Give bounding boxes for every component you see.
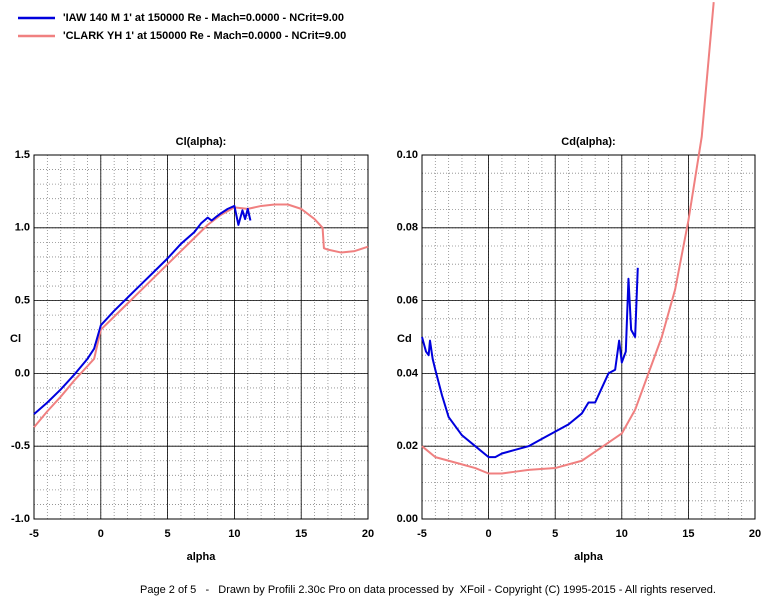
x-tick-label: 10	[228, 528, 240, 540]
y-tick-label: 0.0	[15, 367, 30, 379]
x-tick-label: -5	[417, 528, 427, 540]
series-line	[33, 204, 252, 415]
plot-frame	[421, 154, 756, 520]
x-axis-label: alpha	[574, 551, 604, 563]
x-tick-label: 10	[616, 528, 628, 540]
chart-title: Cd(alpha):	[561, 136, 615, 148]
y-tick-label: 1.0	[15, 222, 30, 234]
plot-frame	[33, 154, 369, 520]
legend-label: 'CLARK YH 1' at 150000 Re - Mach=0.0000 …	[63, 30, 346, 42]
y-axis-label: Cd	[397, 333, 412, 345]
series-line	[421, 2, 715, 475]
x-tick-label: 20	[362, 528, 374, 540]
x-tick-label: 0	[486, 528, 492, 540]
x-tick-label: 20	[749, 528, 761, 540]
y-tick-label: 0.02	[397, 440, 418, 452]
series-line	[33, 203, 369, 428]
y-tick-label: 0.04	[397, 367, 419, 379]
y-tick-label: -0.5	[11, 440, 30, 452]
x-tick-label: 15	[295, 528, 307, 540]
y-tick-label: 0.08	[397, 222, 418, 234]
series-line	[421, 267, 639, 459]
x-tick-label: 15	[682, 528, 694, 540]
y-tick-label: -1.0	[11, 513, 30, 525]
chart-title: Cl(alpha):	[176, 136, 227, 148]
y-tick-label: 0.5	[15, 295, 30, 307]
y-tick-label: 0.00	[397, 513, 418, 525]
x-tick-label: 5	[552, 528, 558, 540]
x-tick-label: 0	[98, 528, 104, 540]
footer: Page 2 of 5 - Drawn by Profili 2.30c Pro…	[140, 584, 716, 596]
y-tick-label: 1.5	[15, 149, 30, 161]
legend-label: 'IAW 140 M 1' at 150000 Re - Mach=0.0000…	[63, 12, 344, 24]
y-tick-label: 0.10	[397, 149, 418, 161]
x-axis-label: alpha	[187, 551, 217, 563]
x-tick-label: 5	[165, 528, 171, 540]
x-tick-label: -5	[29, 528, 39, 540]
y-axis-label: Cl	[10, 333, 21, 345]
y-tick-label: 0.06	[397, 295, 418, 307]
